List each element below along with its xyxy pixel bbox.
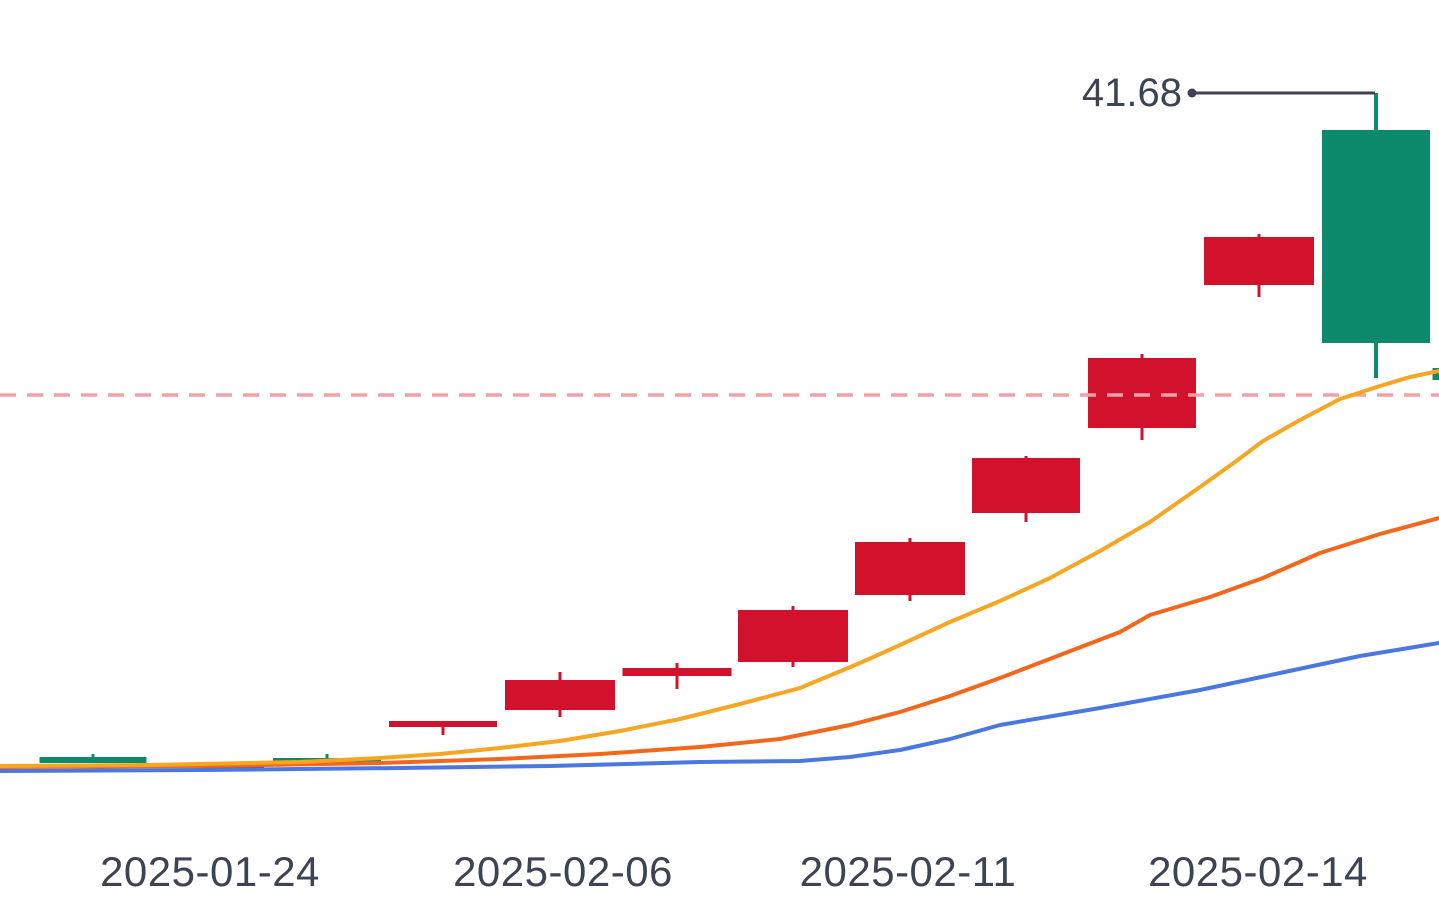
ma-line-fast [0,369,1439,768]
candle-body [1432,368,1439,380]
candle-body [855,542,965,595]
candle-body [738,610,848,662]
candle-body [1204,237,1314,285]
candle-body [622,668,732,676]
x-axis-label-3: 2025-02-11 [799,848,1017,895]
candle-body [1322,130,1430,343]
candle-body [972,458,1080,513]
candle-body [389,721,497,727]
candle-body [39,757,147,763]
x-axis-label-4: 2025-02-14 [1148,848,1368,895]
candle-body [505,680,615,710]
high-price-annotation-label: 41.68 [1081,71,1182,115]
annotation-dot [1187,88,1197,98]
ma-line-slow [0,641,1439,773]
x-axis-label-1: 2025-01-24 [100,848,320,895]
ma-line-mid [0,516,1439,769]
x-axis-label-2: 2025-02-06 [453,848,673,895]
candle-body [1088,358,1196,428]
